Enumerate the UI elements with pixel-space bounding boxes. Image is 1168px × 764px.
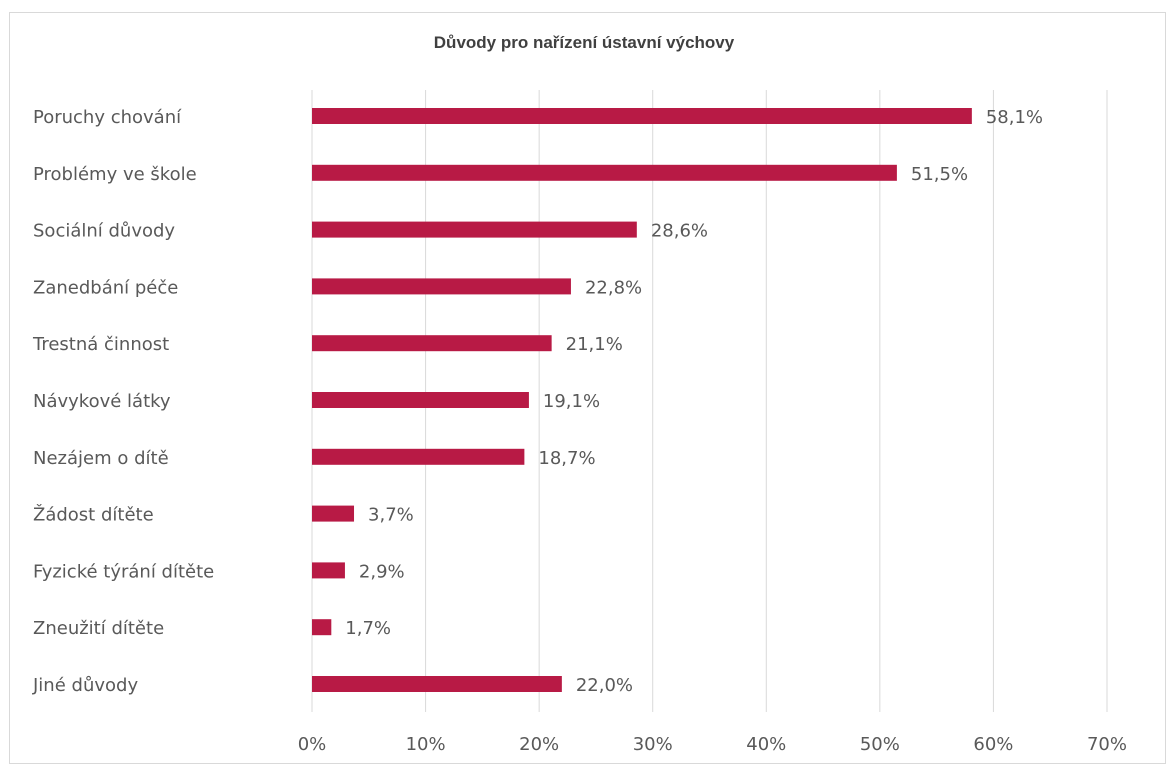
data-label: 1,7%: [345, 618, 391, 639]
category-label: Nezájem o dítě: [33, 448, 169, 469]
x-tick-label: 70%: [1087, 734, 1127, 755]
data-label: 3,7%: [368, 505, 414, 526]
x-tick-label: 30%: [633, 734, 673, 755]
data-label: 58,1%: [986, 107, 1043, 128]
chart-frame: [9, 12, 1166, 764]
category-label: Jiné důvody: [32, 675, 138, 696]
bar: [312, 505, 355, 522]
bar: [312, 619, 332, 636]
x-tick-label: 0%: [298, 734, 327, 755]
category-label: Fyzické týrání dítěte: [33, 561, 214, 582]
x-tick-label: 60%: [973, 734, 1013, 755]
category-label: Trestná činnost: [32, 334, 169, 355]
bar: [312, 676, 562, 692]
category-label: Zanedbání péče: [33, 277, 178, 298]
data-label: 21,1%: [566, 334, 623, 355]
category-label: Žádost dítěte: [33, 504, 154, 526]
bar: [312, 335, 552, 352]
bar: [312, 164, 897, 181]
category-label: Zneužití dítěte: [33, 618, 164, 639]
bar: [312, 392, 529, 408]
category-label: Sociální důvody: [33, 221, 175, 242]
bar: [312, 221, 637, 238]
data-label: 51,5%: [911, 164, 968, 185]
category-label: Problémy ve škole: [33, 164, 197, 185]
x-tick-label: 50%: [860, 734, 900, 755]
x-tick-label: 10%: [406, 734, 446, 755]
x-tick-label: 20%: [519, 734, 559, 755]
data-label: 2,9%: [359, 561, 405, 582]
category-label: Poruchy chování: [33, 107, 182, 128]
bar: [312, 108, 972, 124]
data-label: 18,7%: [538, 448, 595, 469]
data-label: 19,1%: [543, 391, 600, 412]
bar: [312, 278, 571, 295]
category-label: Návykové látky: [33, 391, 171, 412]
chart-title: Důvody pro nařízení ústavní výchovy: [433, 33, 735, 52]
bar: [312, 448, 525, 465]
data-label: 22,0%: [576, 675, 633, 696]
x-tick-label: 40%: [746, 734, 786, 755]
data-label: 22,8%: [585, 277, 642, 298]
bar: [312, 562, 345, 579]
data-label: 28,6%: [651, 221, 708, 242]
